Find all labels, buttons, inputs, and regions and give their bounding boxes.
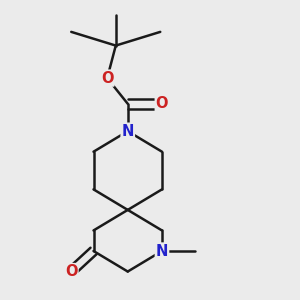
Text: O: O (65, 264, 77, 279)
Text: O: O (156, 96, 168, 111)
Text: O: O (101, 70, 113, 86)
Text: N: N (122, 124, 134, 139)
Text: N: N (156, 244, 168, 259)
